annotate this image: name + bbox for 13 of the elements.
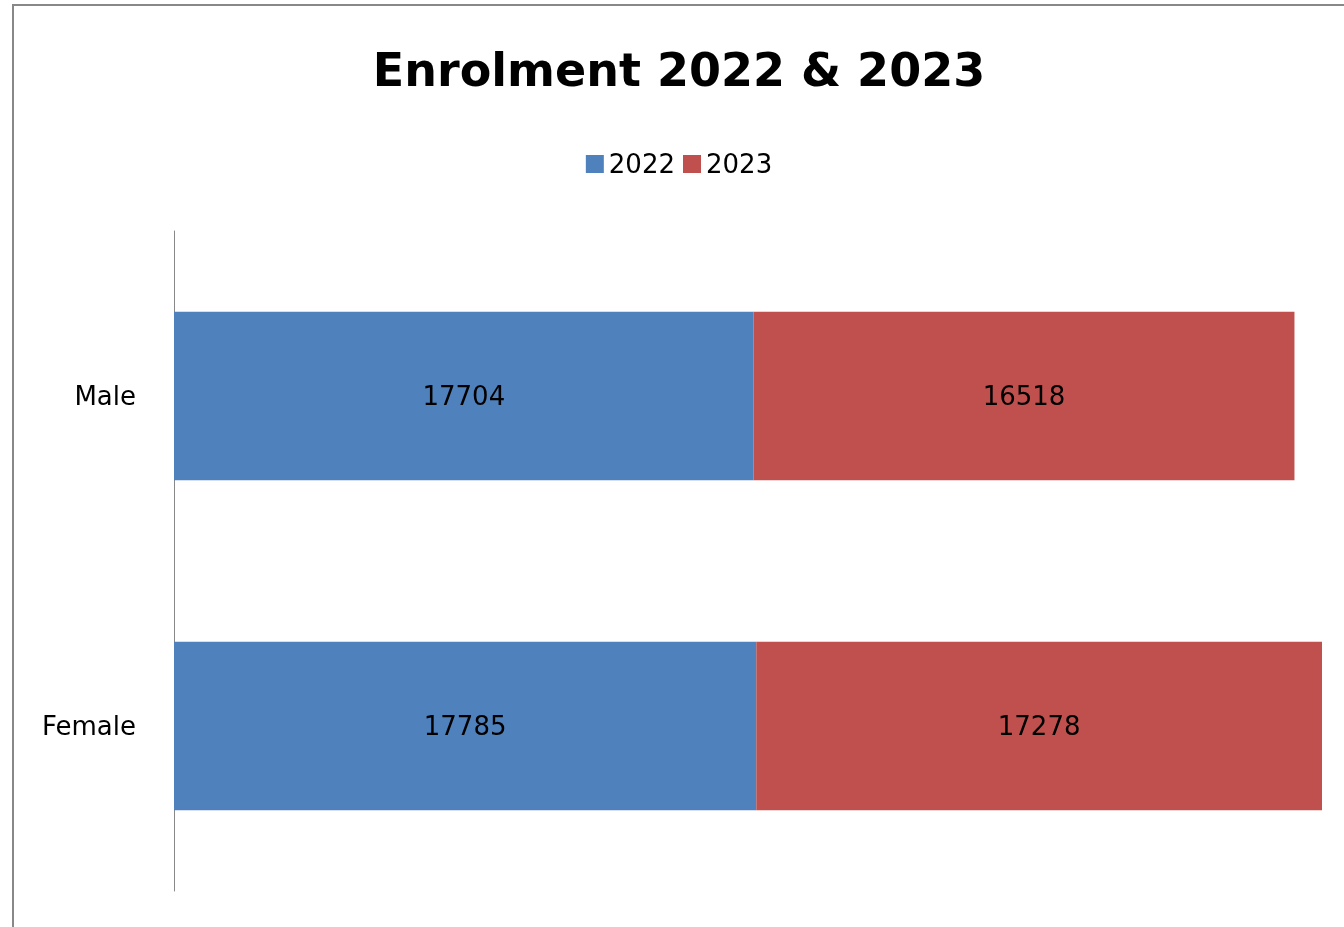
- bar: [756, 641, 1322, 811]
- legend-label: 2022: [608, 149, 675, 179]
- chart-title: Enrolment 2022 & 2023: [372, 43, 986, 97]
- y-tick-label: Female: [41, 711, 136, 741]
- data-label: 17704: [422, 381, 506, 411]
- y-tick-label: Male: [74, 381, 136, 411]
- bar: [753, 311, 1295, 481]
- data-label: 17785: [423, 711, 507, 741]
- bar: [174, 311, 754, 481]
- legend-label: 2023: [706, 149, 773, 179]
- data-label: 17278: [997, 711, 1081, 741]
- data-label: 16518: [982, 381, 1066, 411]
- bar: [174, 641, 757, 811]
